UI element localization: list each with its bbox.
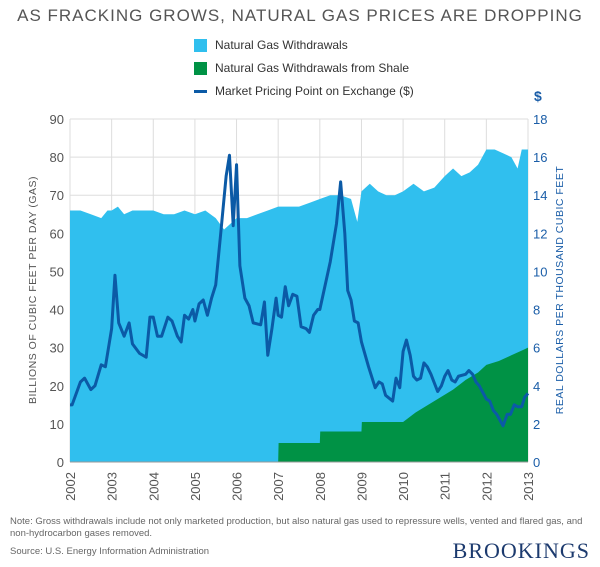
y2-tick-label: 14 [533, 188, 547, 203]
y2-tick-label: 6 [533, 341, 540, 356]
y-tick-label: 50 [50, 264, 64, 279]
legend-swatch [194, 61, 207, 75]
y-tick-label: 30 [50, 341, 64, 356]
price-line [70, 153, 530, 428]
legend-swatch [194, 89, 207, 93]
legend-withdrawals: Natural Gas Withdrawals [194, 38, 348, 52]
legend-price: Market Pricing Point on Exchange ($) [194, 84, 414, 98]
legend-label: Market Pricing Point on Exchange ($) [215, 84, 414, 98]
y-tick-label: 80 [50, 150, 64, 165]
legend-label: Natural Gas Withdrawals [215, 38, 348, 52]
y-tick-label: 90 [50, 112, 64, 127]
y-tick-label: 60 [50, 226, 64, 241]
y-tick-label: 40 [50, 303, 64, 318]
y2-tick-label: 0 [533, 455, 540, 470]
y2-axis-label: REAL DOLLARS PER THOUSAND CUBIC FEET [554, 166, 566, 415]
x-tick-label: 2004 [146, 472, 161, 501]
shale-area [70, 347, 528, 462]
x-tick-label: 2009 [354, 472, 369, 501]
y-tick-label: 10 [50, 417, 64, 432]
y2-unit: $ [534, 88, 542, 104]
y2-tick-label: 18 [533, 112, 547, 127]
legend-shale: Natural Gas Withdrawals from Shale [194, 61, 409, 75]
y-tick-label: 20 [50, 379, 64, 394]
source-note: Source: U.S. Energy Information Administ… [10, 546, 210, 557]
x-tick-label: 2007 [271, 472, 286, 501]
y2-tick-label: 16 [533, 150, 547, 165]
y2-tick-label: 10 [533, 264, 547, 279]
x-tick-label: 2006 [230, 472, 245, 501]
x-tick-label: 2011 [438, 472, 453, 500]
y2-tick-label: 12 [533, 226, 547, 241]
y2-tick-label: 4 [533, 379, 540, 394]
y2-tick-label: 8 [533, 303, 540, 318]
x-tick-label: 2005 [188, 472, 203, 501]
y-axis-label: BILLIONS OF CUBIC FEET PER DAY (GAS) [27, 176, 39, 404]
chart-title: AS FRACKING GROWS, NATURAL GAS PRICES AR… [17, 6, 583, 25]
y2-tick-label: 2 [533, 417, 540, 432]
y-tick-label: 70 [50, 188, 64, 203]
x-tick-label: 2003 [105, 472, 120, 501]
x-tick-label: 2010 [396, 472, 411, 501]
x-tick-label: 2002 [63, 472, 78, 501]
brookings-logo: BROOKINGS [452, 538, 590, 563]
y-tick-label: 0 [57, 455, 64, 470]
legend-label: Natural Gas Withdrawals from Shale [215, 61, 410, 75]
x-tick-label: 2012 [479, 472, 494, 501]
x-tick-label: 2008 [313, 472, 328, 501]
x-tick-label: 2013 [521, 472, 536, 501]
legend-swatch [194, 38, 207, 52]
footnote: Note: Gross withdrawals include not only… [10, 516, 583, 539]
